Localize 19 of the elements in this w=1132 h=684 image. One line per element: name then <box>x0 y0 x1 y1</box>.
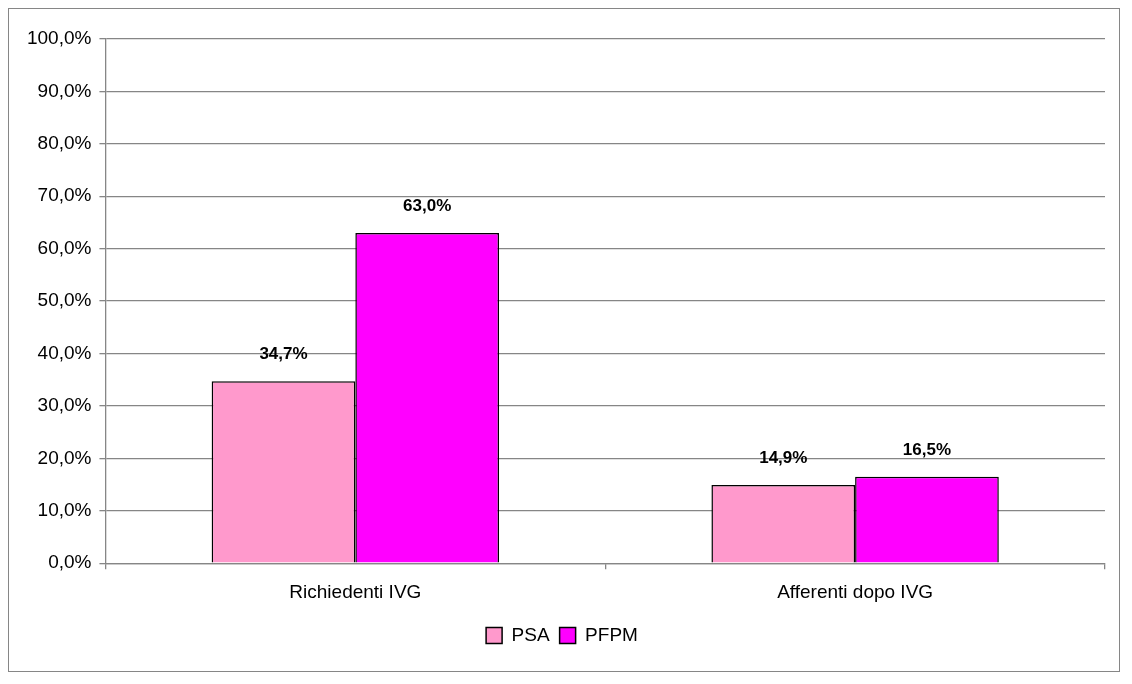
y-tick-label: 60,0% <box>37 236 92 258</box>
x-tick-label: Afferenti dopo IVG <box>777 580 934 602</box>
y-tick-label: 30,0% <box>37 394 92 416</box>
y-tick-label: 100,0% <box>26 27 92 49</box>
y-tick-label: 70,0% <box>37 184 92 206</box>
data-label: 16,5% <box>902 439 952 459</box>
y-tick-label: 80,0% <box>37 132 92 154</box>
x-tick-label: Richiedenti IVG <box>289 580 422 602</box>
y-tick-label: 40,0% <box>37 341 92 363</box>
y-tick-label: 0,0% <box>48 551 92 573</box>
legend-label: PSA <box>511 623 550 645</box>
legend-label: PFPM <box>585 623 638 645</box>
data-label: 14,9% <box>759 448 808 468</box>
y-tick-label: 90,0% <box>37 79 92 101</box>
data-label: 34,7% <box>259 344 308 364</box>
y-tick-label: 10,0% <box>37 499 92 521</box>
data-label: 63,0% <box>403 196 452 216</box>
y-tick-label: 50,0% <box>37 289 92 311</box>
y-tick-label: 20,0% <box>37 446 92 468</box>
